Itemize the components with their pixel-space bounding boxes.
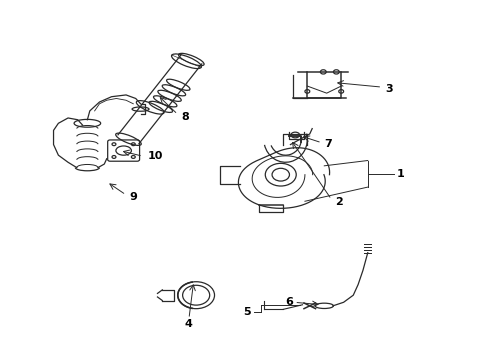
Text: 6: 6 — [285, 297, 292, 307]
Text: 1: 1 — [395, 169, 403, 179]
Text: 5: 5 — [243, 307, 250, 317]
Text: 7: 7 — [324, 139, 331, 149]
Text: 10: 10 — [147, 151, 163, 161]
Text: 4: 4 — [184, 319, 192, 329]
Text: 3: 3 — [385, 84, 392, 94]
Text: 2: 2 — [334, 197, 342, 207]
Text: 8: 8 — [181, 112, 189, 122]
Text: 9: 9 — [129, 192, 137, 202]
